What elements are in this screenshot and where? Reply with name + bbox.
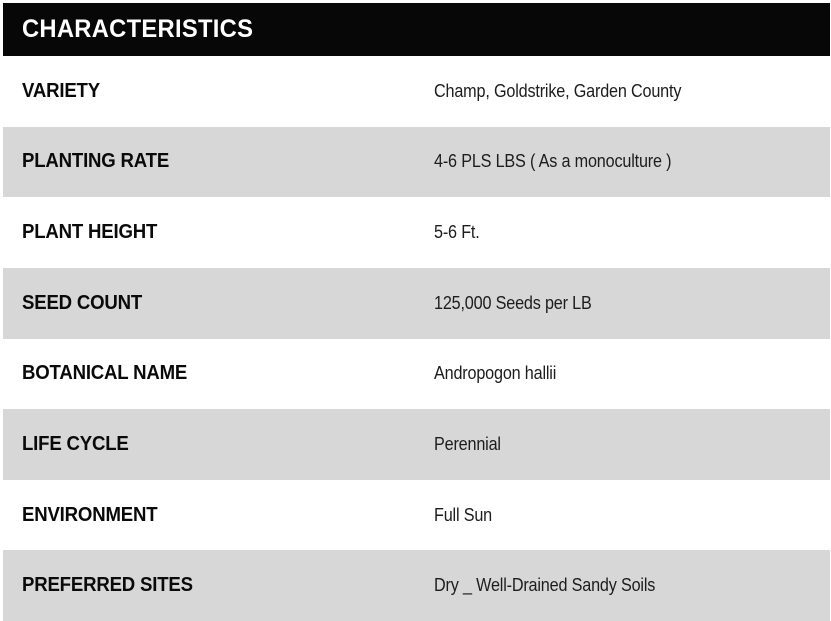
row-value-text: Full Sun xyxy=(434,504,492,525)
table-row: SEED COUNT 125,000 Seeds per LB xyxy=(3,267,830,339)
row-label-text: BOTANICAL NAME xyxy=(22,362,188,385)
row-label: SEED COUNT xyxy=(3,292,434,315)
row-label: PLANT HEIGHT xyxy=(3,221,434,244)
row-value-text: Champ, Goldstrike, Garden County xyxy=(434,80,682,101)
row-label-text: PREFERRED SITES xyxy=(22,574,193,597)
row-value: Dry _ Well-Drained Sandy Soils xyxy=(434,575,680,596)
table-row: BOTANICAL NAME Andropogon hallii xyxy=(3,338,830,410)
row-label: PREFERRED SITES xyxy=(3,574,434,597)
table-title: CHARACTERISTICS xyxy=(22,15,254,43)
row-label-text: PLANTING RATE xyxy=(22,150,170,173)
row-label: PLANTING RATE xyxy=(3,150,434,173)
row-value-text: 5-6 Ft. xyxy=(434,222,480,243)
table-header: CHARACTERISTICS xyxy=(3,3,830,56)
table-row: LIFE CYCLE Perennial xyxy=(3,409,830,480)
row-label-text: LIFE CYCLE xyxy=(22,432,129,455)
row-label-text: VARIETY xyxy=(22,79,100,102)
row-value: 4-6 PLS LBS ( As a monoculture ) xyxy=(434,151,698,172)
table-row: PLANT HEIGHT 5-6 Ft. xyxy=(3,197,830,268)
row-label: LIFE CYCLE xyxy=(3,433,434,456)
row-value: Perennial xyxy=(434,434,508,455)
row-label-text: SEED COUNT xyxy=(22,291,143,314)
row-label-text: PLANT HEIGHT xyxy=(22,221,158,244)
row-value-text: 125,000 Seeds per LB xyxy=(434,292,592,313)
row-label: ENVIRONMENT xyxy=(3,504,434,527)
row-value-text: Perennial xyxy=(434,433,501,454)
characteristics-table: CHARACTERISTICS VARIETY Champ, Goldstrik… xyxy=(3,3,830,621)
table-row: VARIETY Champ, Goldstrike, Garden County xyxy=(3,56,830,127)
row-value-text: 4-6 PLS LBS ( As a monoculture ) xyxy=(434,151,672,172)
row-value-text: Dry _ Well-Drained Sandy Soils xyxy=(434,575,656,596)
row-value: Champ, Goldstrike, Garden County xyxy=(434,81,709,102)
row-value: 5-6 Ft. xyxy=(434,222,485,243)
row-label: VARIETY xyxy=(3,80,434,103)
row-value: 125,000 Seeds per LB xyxy=(434,293,609,314)
table-row: ENVIRONMENT Full Sun xyxy=(3,479,830,551)
row-value: Full Sun xyxy=(434,505,498,526)
table-row: PREFERRED SITES Dry _ Well-Drained Sandy… xyxy=(3,550,830,621)
row-value-text: Andropogon hallii xyxy=(434,363,557,384)
row-label-text: ENVIRONMENT xyxy=(22,503,158,526)
row-value: Andropogon hallii xyxy=(434,363,570,384)
table-row: PLANTING RATE 4-6 PLS LBS ( As a monocul… xyxy=(3,126,830,198)
row-label: BOTANICAL NAME xyxy=(3,362,434,385)
